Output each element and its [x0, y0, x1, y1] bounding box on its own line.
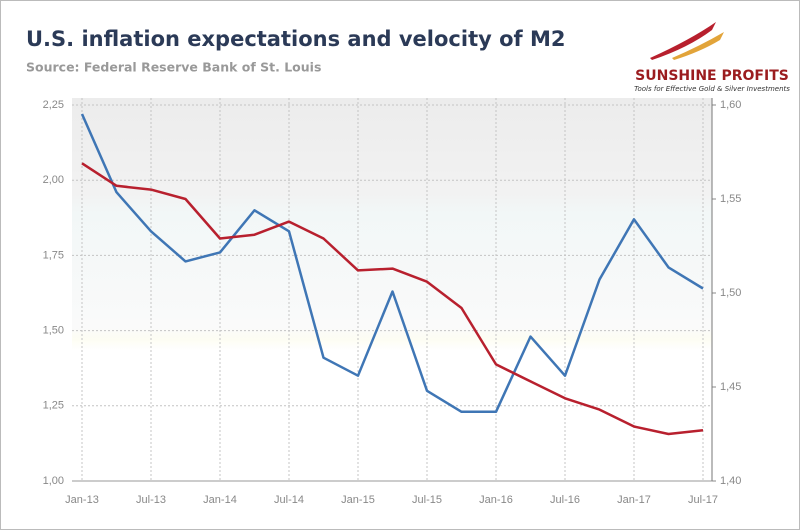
y2-tick-label: 1,45 [720, 381, 741, 393]
x-tick-label: Jan-16 [479, 494, 513, 506]
chart-subtitle: Source: Federal Reserve Bank of St. Loui… [26, 60, 321, 75]
y2-tick-label: 1,40 [720, 475, 741, 487]
x-tick-label: Jul-13 [136, 494, 166, 506]
y-tick-label: 1,75 [43, 249, 64, 261]
y-tick-label: 1,50 [43, 325, 64, 337]
x-tick-label: Jul-16 [550, 494, 580, 506]
logo-tagline: Tools for Effective Gold & Silver Invest… [634, 85, 790, 93]
x-tick-label: Jan-14 [203, 494, 237, 506]
logo-name: SUNSHINE PROFITS [635, 68, 789, 84]
x-tick-label: Jul-15 [412, 494, 442, 506]
y-tick-label: 1,25 [43, 400, 64, 412]
y-tick-label: 2,25 [43, 99, 64, 111]
series-line [81, 162, 704, 436]
logo-swoosh [650, 22, 716, 60]
chart-title: U.S. inflation expectations and velocity… [26, 27, 566, 51]
x-tick-label: Jan-17 [617, 494, 651, 506]
x-tick-label: Jan-13 [65, 494, 99, 506]
y2-tick-label: 1,60 [720, 99, 741, 111]
x-tick-label: Jul-17 [688, 494, 718, 506]
logo: SUNSHINE PROFITS Tools for Effective Gol… [634, 22, 790, 93]
logo-swoosh [672, 32, 724, 60]
x-tick-label: Jul-14 [274, 494, 304, 506]
y2-tick-label: 1,50 [720, 287, 741, 299]
y-tick-label: 1,00 [43, 475, 64, 487]
x-tick-label: Jan-15 [341, 494, 375, 506]
plot-background [72, 98, 712, 481]
y2-tick-label: 1,55 [720, 193, 741, 205]
series-line [80, 113, 704, 414]
y-tick-label: 2,00 [43, 174, 64, 186]
